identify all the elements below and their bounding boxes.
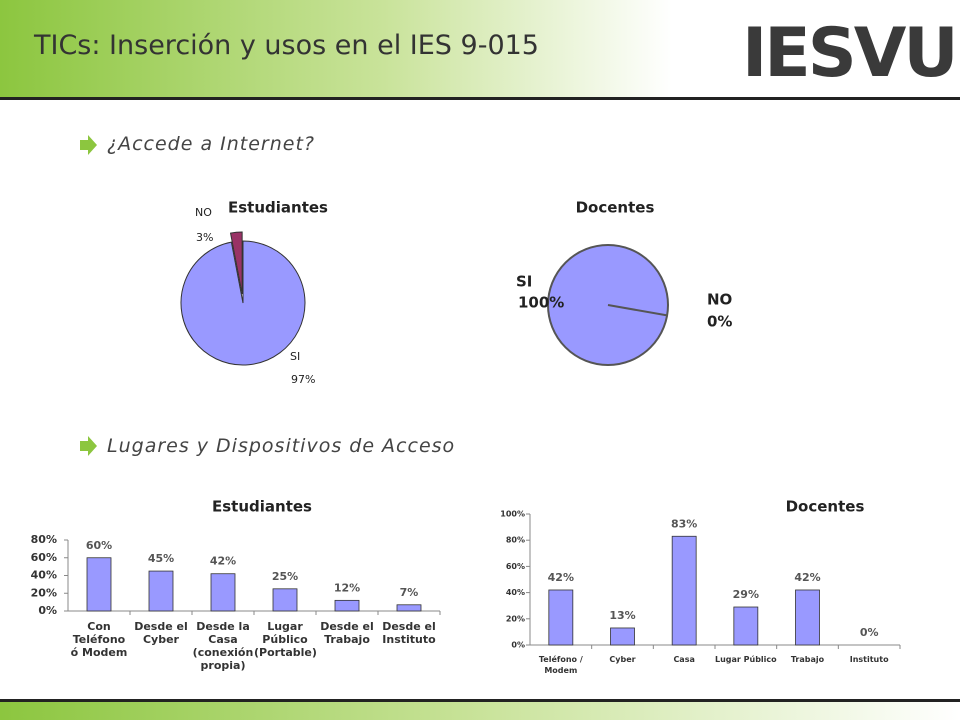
bar	[795, 589, 820, 646]
chart-title: Docentes	[576, 199, 655, 217]
y-tick-label: 80%	[31, 533, 57, 546]
value-label: 25%	[272, 570, 298, 583]
bar	[272, 588, 298, 612]
value-label: 42%	[794, 571, 820, 584]
bar	[86, 557, 112, 612]
x-tick-label: Lugar Público	[715, 655, 777, 664]
x-tick-label: Desde el Trabajo	[320, 620, 374, 646]
bar	[210, 573, 236, 612]
value-label: 42%	[210, 555, 236, 568]
x-tick-label: Desde la Casa (conexión propia)	[192, 620, 254, 672]
chart-title: Estudiantes	[212, 498, 312, 516]
value-label: 60%	[86, 539, 112, 552]
x-tick-label: Cyber	[609, 655, 636, 664]
value-label: 45%	[148, 552, 174, 565]
pie-slice	[229, 231, 243, 295]
value-label: 3%	[196, 231, 213, 244]
bar	[733, 606, 759, 646]
value-label: 42%	[548, 571, 574, 584]
slice-label: SI	[516, 273, 532, 291]
y-tick-label: 60%	[506, 562, 525, 571]
value-label: 13%	[609, 609, 635, 622]
slide-title: TICs: Inserción y usos en el IES 9-015	[34, 30, 539, 61]
chart-title: Estudiantes	[228, 199, 328, 217]
bar	[671, 535, 697, 646]
pie-slice	[180, 240, 306, 366]
slice-label: NO	[707, 291, 732, 309]
y-tick-label: 60%	[31, 551, 57, 564]
header-band	[0, 0, 960, 100]
bullet-text: ¿Accede a Internet?	[107, 133, 315, 155]
value-label: 12%	[334, 581, 360, 594]
x-tick-label: Desde el Cyber	[134, 620, 188, 646]
pie-slice	[607, 304, 668, 317]
bar	[548, 589, 574, 646]
y-tick-label: 100%	[500, 510, 525, 519]
slice-label: SI	[290, 350, 300, 363]
x-tick-label: Trabajo	[790, 655, 825, 664]
value-label: 83%	[671, 517, 697, 530]
logo: IESVU	[742, 14, 959, 93]
y-tick-label: 0%	[38, 604, 57, 617]
value-label: 29%	[733, 588, 759, 601]
x-tick-label: Casa	[673, 655, 695, 664]
slice-label: NO	[195, 206, 212, 219]
footer-band	[0, 699, 960, 720]
y-tick-label: 20%	[31, 586, 57, 599]
y-tick-label: 40%	[31, 569, 57, 582]
value-label: 0%	[860, 626, 879, 639]
x-tick-label: Teléfono / Modem	[538, 655, 583, 675]
bar	[334, 599, 360, 612]
x-tick-label: Desde el Instituto	[382, 620, 436, 646]
y-tick-label: 20%	[506, 614, 525, 623]
x-tick-label: Instituto	[849, 655, 889, 664]
y-tick-label: 0%	[511, 641, 525, 650]
x-tick-label: Con Teléfono ó Modem	[70, 620, 128, 659]
y-tick-label: 40%	[506, 588, 525, 597]
bullet-arrow	[80, 436, 97, 456]
y-tick-label: 80%	[506, 536, 525, 545]
value-label: 0%	[707, 313, 732, 331]
bullet-text: Lugares y Dispositivos de Acceso	[107, 435, 456, 457]
bullet-arrow	[80, 135, 97, 155]
x-tick-label: Lugar Público (Portable)	[254, 620, 317, 659]
chart-title: Docentes	[786, 498, 865, 516]
bar	[610, 627, 635, 646]
value-label: 100%	[518, 294, 564, 312]
bar	[148, 570, 174, 612]
value-label: 97%	[291, 373, 315, 386]
bar	[396, 604, 422, 612]
value-label: 7%	[400, 586, 419, 599]
